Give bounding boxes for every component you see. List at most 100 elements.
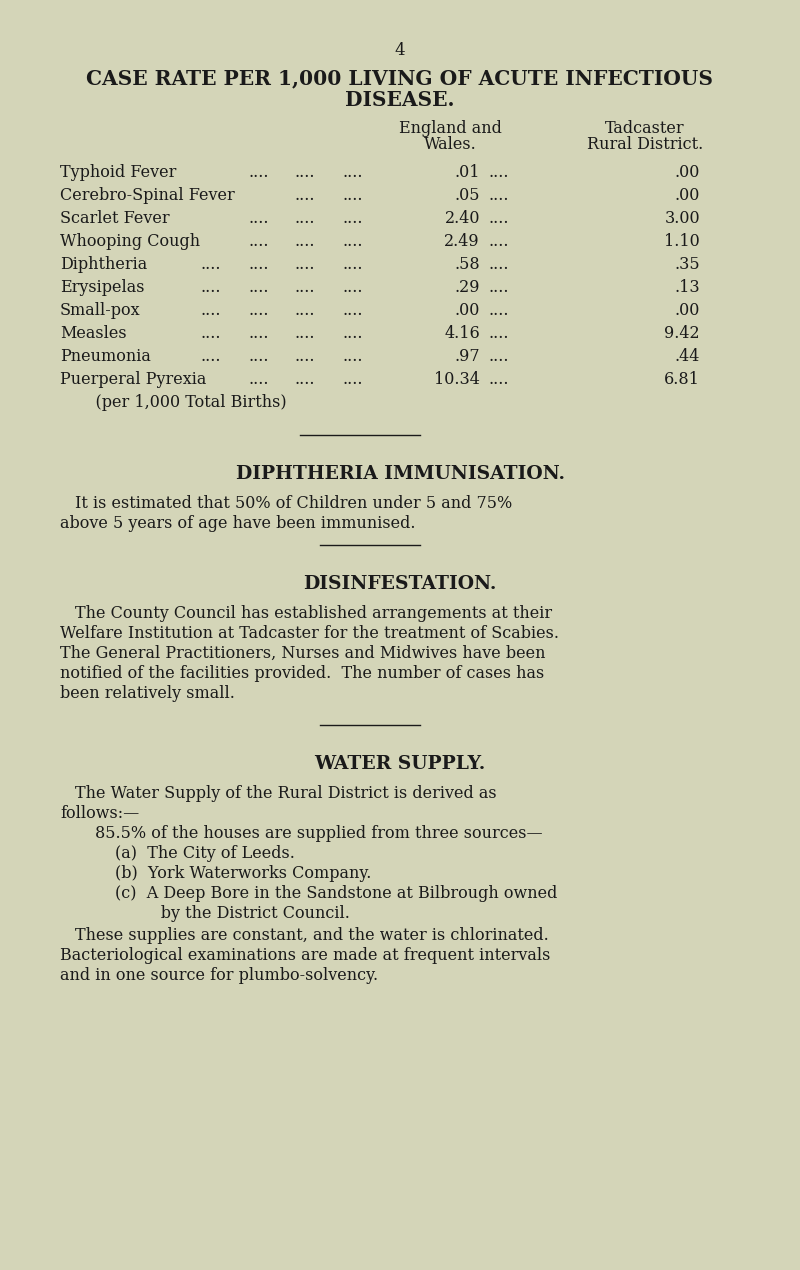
Text: ....: ....: [248, 325, 269, 342]
Text: ....: ....: [488, 257, 509, 273]
Text: Scarlet Fever: Scarlet Fever: [60, 210, 170, 227]
Text: ....: ....: [342, 210, 362, 227]
Text: ....: ....: [342, 257, 362, 273]
Text: ....: ....: [295, 325, 315, 342]
Text: ....: ....: [248, 279, 269, 296]
Text: ....: ....: [488, 371, 509, 389]
Text: ....: ....: [200, 302, 221, 319]
Text: The General Practitioners, Nurses and Midwives have been: The General Practitioners, Nurses and Mi…: [60, 645, 546, 662]
Text: ....: ....: [248, 164, 269, 182]
Text: WATER SUPPLY.: WATER SUPPLY.: [314, 754, 486, 773]
Text: ....: ....: [342, 348, 362, 364]
Text: ....: ....: [342, 232, 362, 250]
Text: 1.10: 1.10: [664, 232, 700, 250]
Text: .01: .01: [454, 164, 480, 182]
Text: ....: ....: [200, 348, 221, 364]
Text: ....: ....: [342, 187, 362, 204]
Text: 4: 4: [394, 42, 406, 58]
Text: 2.40: 2.40: [445, 210, 480, 227]
Text: by the District Council.: by the District Council.: [130, 906, 350, 922]
Text: .44: .44: [674, 348, 700, 364]
Text: 85.5% of the houses are supplied from three sources—: 85.5% of the houses are supplied from th…: [95, 826, 542, 842]
Text: (c)  A Deep Bore in the Sandstone at Bilbrough owned: (c) A Deep Bore in the Sandstone at Bilb…: [115, 885, 558, 902]
Text: Cerebro-Spinal Fever: Cerebro-Spinal Fever: [60, 187, 234, 204]
Text: ....: ....: [248, 257, 269, 273]
Text: England and: England and: [398, 119, 502, 137]
Text: CASE RATE PER 1,000 LIVING OF ACUTE INFECTIOUS: CASE RATE PER 1,000 LIVING OF ACUTE INFE…: [86, 69, 714, 88]
Text: Puerperal Pyrexia: Puerperal Pyrexia: [60, 371, 206, 389]
Text: ....: ....: [200, 279, 221, 296]
Text: 9.42: 9.42: [664, 325, 700, 342]
Text: .00: .00: [674, 302, 700, 319]
Text: Bacteriological examinations are made at frequent intervals: Bacteriological examinations are made at…: [60, 947, 550, 964]
Text: ....: ....: [295, 164, 315, 182]
Text: ....: ....: [295, 187, 315, 204]
Text: 10.34: 10.34: [434, 371, 480, 389]
Text: DIPHTHERIA IMMUNISATION.: DIPHTHERIA IMMUNISATION.: [235, 465, 565, 483]
Text: 6.81: 6.81: [664, 371, 700, 389]
Text: The Water Supply of the Rural District is derived as: The Water Supply of the Rural District i…: [75, 785, 497, 801]
Text: Erysipelas: Erysipelas: [60, 279, 145, 296]
Text: It is estimated that 50% of Children under 5 and 75%: It is estimated that 50% of Children und…: [75, 495, 512, 512]
Text: ....: ....: [488, 348, 509, 364]
Text: ....: ....: [248, 348, 269, 364]
Text: notified of the facilities provided.  The number of cases has: notified of the facilities provided. The…: [60, 665, 544, 682]
Text: ....: ....: [295, 371, 315, 389]
Text: ....: ....: [295, 232, 315, 250]
Text: These supplies are constant, and the water is chlorinated.: These supplies are constant, and the wat…: [75, 927, 549, 944]
Text: (b)  York Waterworks Company.: (b) York Waterworks Company.: [115, 865, 371, 881]
Text: 2.49: 2.49: [444, 232, 480, 250]
Text: ....: ....: [295, 257, 315, 273]
Text: ....: ....: [342, 164, 362, 182]
Text: been relatively small.: been relatively small.: [60, 685, 235, 702]
Text: DISINFESTATION.: DISINFESTATION.: [303, 575, 497, 593]
Text: (a)  The City of Leeds.: (a) The City of Leeds.: [115, 845, 295, 862]
Text: ....: ....: [295, 348, 315, 364]
Text: DISEASE.: DISEASE.: [346, 90, 454, 110]
Text: ....: ....: [488, 302, 509, 319]
Text: ....: ....: [342, 302, 362, 319]
Text: ....: ....: [488, 210, 509, 227]
Text: ....: ....: [248, 210, 269, 227]
Text: ....: ....: [200, 325, 221, 342]
Text: ....: ....: [295, 210, 315, 227]
Text: .00: .00: [454, 302, 480, 319]
Text: .29: .29: [454, 279, 480, 296]
Text: Typhoid Fever: Typhoid Fever: [60, 164, 176, 182]
Text: (per 1,000 Total Births): (per 1,000 Total Births): [75, 394, 286, 411]
Text: Small-pox: Small-pox: [60, 302, 141, 319]
Text: 4.16: 4.16: [444, 325, 480, 342]
Text: and in one source for plumbo-solvency.: and in one source for plumbo-solvency.: [60, 966, 378, 984]
Text: .00: .00: [674, 187, 700, 204]
Text: above 5 years of age have been immunised.: above 5 years of age have been immunised…: [60, 516, 415, 532]
Text: .58: .58: [454, 257, 480, 273]
Text: Wales.: Wales.: [424, 136, 476, 152]
Text: .97: .97: [454, 348, 480, 364]
Text: ....: ....: [248, 371, 269, 389]
Text: Diphtheria: Diphtheria: [60, 257, 147, 273]
Text: Measles: Measles: [60, 325, 126, 342]
Text: follows:—: follows:—: [60, 805, 139, 822]
Text: ....: ....: [295, 302, 315, 319]
Text: Welfare Institution at Tadcaster for the treatment of Scabies.: Welfare Institution at Tadcaster for the…: [60, 625, 559, 643]
Text: ....: ....: [295, 279, 315, 296]
Text: Rural District.: Rural District.: [587, 136, 703, 152]
Text: The County Council has established arrangements at their: The County Council has established arran…: [75, 605, 552, 622]
Text: 3.00: 3.00: [664, 210, 700, 227]
Text: ....: ....: [248, 302, 269, 319]
Text: .05: .05: [454, 187, 480, 204]
Text: .35: .35: [674, 257, 700, 273]
Text: ....: ....: [488, 164, 509, 182]
Text: ....: ....: [342, 325, 362, 342]
Text: Tadcaster: Tadcaster: [605, 119, 685, 137]
Text: ....: ....: [200, 257, 221, 273]
Text: ....: ....: [248, 232, 269, 250]
Text: .00: .00: [674, 164, 700, 182]
Text: Whooping Cough: Whooping Cough: [60, 232, 200, 250]
Text: ....: ....: [342, 371, 362, 389]
Text: ....: ....: [488, 325, 509, 342]
Text: ....: ....: [488, 279, 509, 296]
Text: ....: ....: [488, 187, 509, 204]
Text: .13: .13: [674, 279, 700, 296]
Text: ....: ....: [342, 279, 362, 296]
